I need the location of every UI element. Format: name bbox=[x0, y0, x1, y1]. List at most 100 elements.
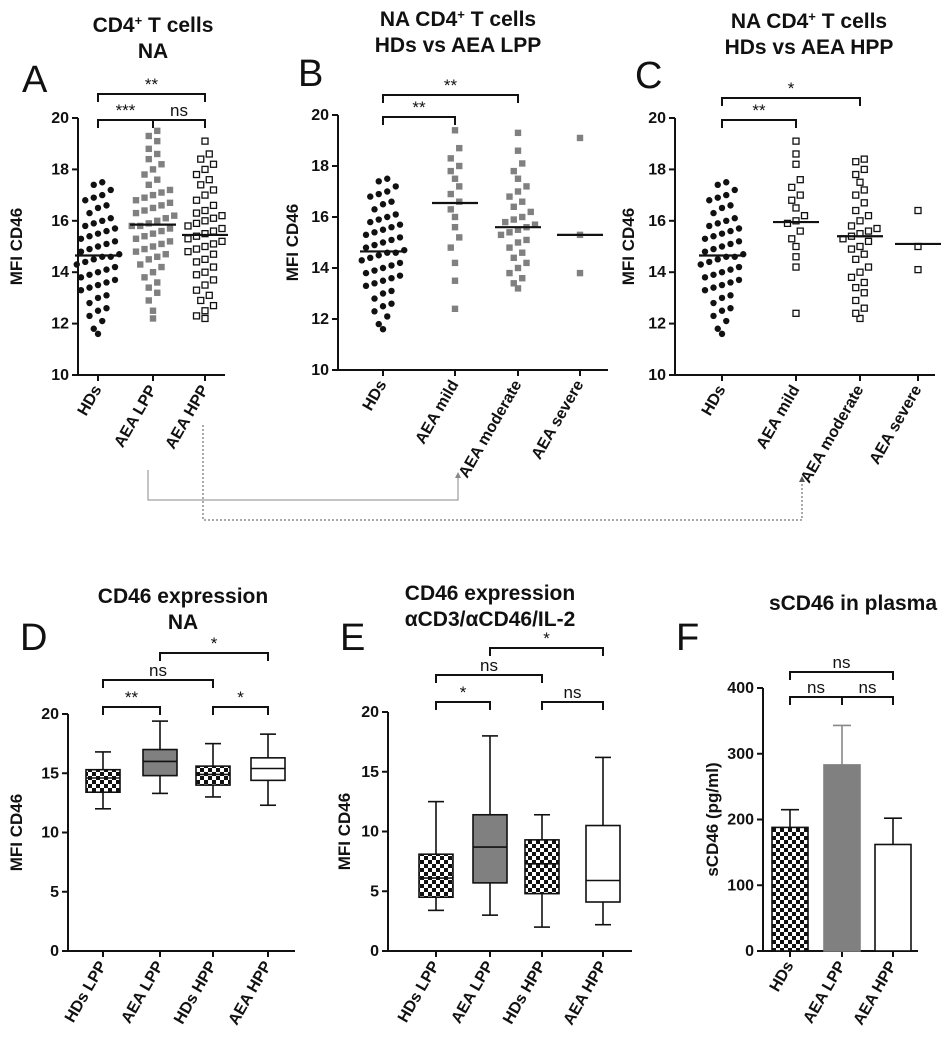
data-point bbox=[375, 178, 382, 185]
data-point bbox=[192, 219, 201, 228]
panel-b-title-line-2: HDs vs AEA LPP bbox=[375, 34, 542, 57]
data-point bbox=[710, 312, 717, 320]
data-point bbox=[860, 289, 868, 297]
data-point bbox=[514, 147, 522, 154]
data-point bbox=[388, 236, 395, 244]
data-point bbox=[506, 229, 513, 236]
data-point bbox=[531, 221, 539, 228]
y-tick-label: 5 bbox=[370, 883, 379, 900]
data-point bbox=[914, 265, 922, 274]
data-point bbox=[379, 264, 387, 272]
x-category-label: HDs bbox=[699, 382, 730, 418]
data-point bbox=[864, 263, 873, 271]
data-point bbox=[218, 212, 226, 220]
box bbox=[142, 748, 178, 777]
data-point bbox=[201, 165, 209, 174]
link-line-lpp bbox=[147, 470, 459, 501]
data-point bbox=[94, 307, 102, 314]
data-point bbox=[727, 202, 734, 209]
data-point bbox=[384, 313, 391, 320]
data-point bbox=[158, 161, 165, 168]
panel-c-letter: C bbox=[635, 55, 662, 97]
data-point bbox=[145, 145, 152, 153]
data-point bbox=[154, 150, 161, 158]
data-point bbox=[388, 300, 395, 307]
data-point bbox=[379, 201, 387, 208]
box bbox=[418, 853, 454, 899]
data-point bbox=[141, 207, 148, 214]
link-arrow-lpp bbox=[455, 472, 461, 478]
y-axis-label: MFI CD46 bbox=[619, 208, 638, 285]
data-point bbox=[451, 127, 459, 134]
data-point bbox=[735, 276, 743, 284]
data-point bbox=[514, 285, 522, 292]
data-point bbox=[132, 209, 140, 217]
data-point bbox=[99, 179, 106, 186]
significance-label: ns bbox=[149, 661, 167, 680]
data-point bbox=[192, 196, 201, 204]
y-axis-label: MFI CD46 bbox=[335, 793, 354, 870]
panel-b: NA CD4+ T cells HDs vs AEA LPP B 1012141… bbox=[283, 7, 608, 481]
data-point bbox=[701, 248, 709, 255]
data-point bbox=[447, 190, 454, 198]
significance-bracket bbox=[541, 701, 604, 710]
data-point bbox=[145, 132, 152, 140]
link-line-hpp bbox=[202, 425, 803, 521]
data-point bbox=[141, 171, 148, 178]
data-point bbox=[82, 222, 89, 230]
data-point bbox=[94, 294, 102, 302]
data-point bbox=[201, 217, 209, 225]
data-point bbox=[523, 259, 530, 267]
data-point bbox=[792, 204, 800, 212]
data-point bbox=[456, 198, 463, 205]
data-point bbox=[723, 191, 730, 199]
data-point bbox=[735, 238, 743, 245]
data-point bbox=[792, 217, 800, 225]
y-tick-label: 18 bbox=[311, 158, 329, 175]
data-point bbox=[796, 227, 804, 235]
data-point bbox=[99, 317, 106, 325]
y-tick-label: 0 bbox=[745, 943, 754, 960]
data-point bbox=[184, 222, 192, 230]
data-point bbox=[149, 230, 157, 237]
x-category-label: HDs bbox=[75, 382, 106, 418]
data-point bbox=[371, 241, 378, 249]
data-point bbox=[209, 276, 218, 284]
data-point bbox=[358, 257, 365, 264]
significance-bracket bbox=[102, 706, 161, 715]
data-point bbox=[77, 286, 85, 294]
data-point bbox=[847, 245, 856, 253]
data-point bbox=[209, 201, 218, 210]
data-point bbox=[192, 209, 201, 217]
panel-c-title-line-2: HDs vs AEA HPP bbox=[725, 36, 894, 59]
x-category-label: AEA HPP bbox=[850, 958, 900, 1028]
data-point bbox=[209, 250, 218, 258]
data-point bbox=[371, 229, 378, 236]
data-point bbox=[209, 160, 218, 168]
significance-label: ns bbox=[833, 653, 851, 672]
y-tick-label: 16 bbox=[648, 213, 666, 230]
x-category-label: AEA severe bbox=[529, 377, 588, 462]
box bbox=[195, 765, 231, 786]
data-point bbox=[723, 179, 730, 186]
y-tick-label: 12 bbox=[648, 316, 666, 333]
significance-label: ** bbox=[444, 76, 458, 95]
data-point bbox=[706, 258, 713, 266]
x-category-label: HDs bbox=[767, 958, 798, 994]
data-point bbox=[792, 242, 800, 251]
data-point bbox=[77, 274, 85, 281]
data-point bbox=[510, 203, 517, 210]
data-point bbox=[154, 279, 161, 286]
data-point bbox=[362, 244, 370, 251]
panel-e-plot: 0 5 10 15 20 MFI CD46 HDs LPP AEA LPP HDs HPP AEA… bbox=[335, 629, 632, 1028]
y-tick-label: 300 bbox=[727, 746, 754, 763]
data-point bbox=[523, 183, 530, 190]
data-point bbox=[77, 235, 85, 242]
data-point bbox=[111, 238, 119, 245]
data-point bbox=[86, 245, 93, 253]
data-point bbox=[856, 314, 864, 323]
data-point bbox=[718, 230, 726, 237]
data-point bbox=[792, 137, 800, 145]
data-point bbox=[519, 213, 526, 221]
data-point bbox=[873, 224, 881, 233]
